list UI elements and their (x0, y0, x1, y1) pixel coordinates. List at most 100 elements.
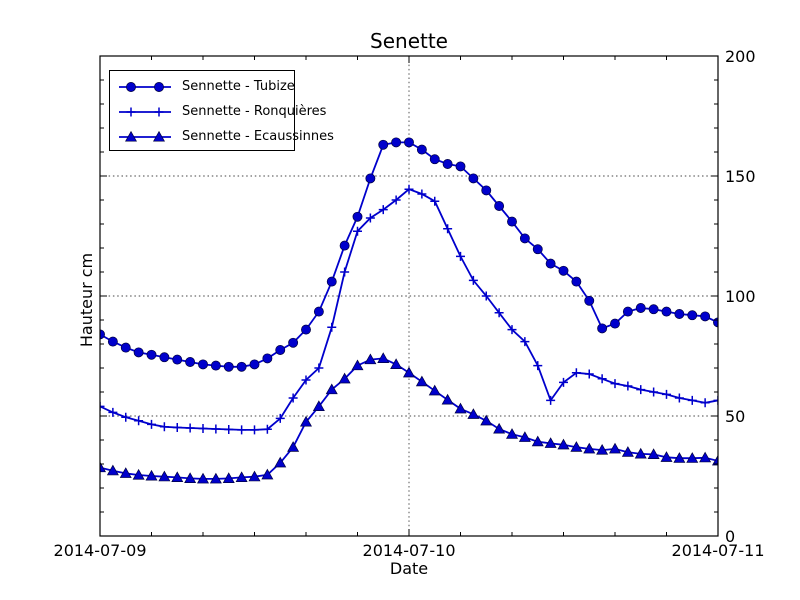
plus-marker (623, 381, 633, 391)
circle-marker (661, 306, 672, 317)
triangle-marker (647, 448, 660, 459)
legend-label: Sennette - Ecaussinnes (182, 129, 334, 144)
triangle-marker (235, 471, 248, 482)
triangle-marker (428, 384, 441, 396)
triangle-marker (660, 451, 673, 462)
triangle-marker (583, 442, 596, 454)
circle-marker (185, 357, 196, 367)
y-axis-label: Hauteur cm (77, 252, 96, 348)
triangle-marker (325, 383, 338, 395)
triangle-marker (312, 400, 325, 411)
circle-marker (172, 354, 183, 365)
triangle-marker (184, 472, 197, 483)
plus-marker (340, 267, 350, 277)
triangle-marker (634, 447, 647, 459)
circle-marker (648, 304, 659, 315)
triangle-marker (557, 438, 570, 450)
triangle-marker (596, 443, 609, 455)
circle-marker (700, 311, 711, 322)
plus-marker (172, 423, 182, 433)
plus-marker (456, 251, 465, 261)
plus-marker (108, 407, 118, 417)
plus-marker (159, 422, 169, 432)
triangle-marker (377, 352, 390, 363)
plus-marker (275, 413, 285, 423)
plus-legend-sample-icon (119, 107, 171, 116)
x-axis-label: Date (389, 559, 429, 578)
plus-marker (121, 412, 131, 422)
plus-marker (713, 395, 718, 405)
plus-marker (224, 424, 234, 434)
x-tick-label: 2014-07-10 (362, 541, 456, 560)
circle-marker (545, 258, 556, 269)
circle-marker (635, 303, 646, 313)
x-tick-label: 2014-07-11 (671, 541, 765, 560)
circle-marker (519, 233, 530, 244)
circle-marker (429, 154, 440, 165)
triangle-marker (544, 437, 557, 448)
plus-marker (198, 423, 208, 433)
plus-marker (662, 389, 671, 399)
triangle-marker (531, 435, 544, 447)
triangle-marker (274, 456, 287, 468)
triangle-marker (222, 472, 235, 483)
triangle-marker (145, 469, 158, 481)
plus-marker (404, 184, 414, 194)
legend: Sennette - Tubize Sennette - Ronquières Se… (109, 70, 334, 151)
triangle-marker (171, 471, 184, 482)
circle-marker (275, 345, 286, 355)
triangle-marker (248, 470, 261, 482)
plus-marker (636, 385, 646, 395)
circle-marker (416, 144, 427, 155)
circle-marker (326, 276, 337, 287)
triangle-marker (209, 472, 222, 484)
legend-item: Sennette - Tubize (110, 74, 295, 99)
triangle-marker (132, 468, 145, 480)
y-tick-label: 150 (725, 167, 756, 186)
plus-marker (533, 361, 543, 371)
triangle-marker (493, 422, 506, 434)
circle-marker (610, 318, 620, 329)
triangle-marker (441, 393, 454, 405)
circle-marker (378, 139, 389, 150)
circle-marker (198, 359, 208, 370)
triangle-marker (100, 461, 106, 473)
triangle-marker (699, 451, 712, 463)
circle-marker (159, 352, 170, 363)
x-tick-label: 2014-07-09 (53, 541, 147, 560)
circle-marker (352, 211, 363, 222)
plus-marker (649, 387, 659, 397)
triangle-marker (287, 441, 300, 452)
triangle-marker (390, 358, 403, 369)
circle-marker (223, 361, 234, 372)
circle-marker (622, 306, 633, 317)
circle-marker (571, 276, 582, 287)
plus-marker (147, 419, 156, 429)
circle-marker (120, 342, 131, 353)
plus-marker (237, 425, 247, 435)
circle-legend-sample-icon (119, 81, 171, 92)
plus-marker (262, 424, 272, 434)
triangle-marker (621, 446, 634, 457)
plus-marker (327, 322, 337, 332)
legend-label: Sennette - Ronquières (182, 104, 327, 119)
triangle-marker (609, 442, 621, 454)
circle-marker (597, 323, 608, 334)
triangle-marker (518, 431, 531, 442)
triangle-marker (351, 359, 364, 371)
plus-marker (185, 423, 195, 433)
plus-marker (353, 226, 362, 236)
triangle-marker (686, 452, 699, 463)
plus-marker (610, 379, 620, 389)
plus-marker (559, 377, 568, 387)
chart-title: Senette (370, 29, 448, 53)
circle-marker (249, 359, 260, 370)
plus-marker (314, 363, 324, 373)
plus-marker (494, 308, 504, 318)
y-tick-label: 200 (725, 47, 756, 66)
triangle-marker (119, 467, 132, 478)
triangle-marker (415, 375, 428, 387)
plus-marker (584, 369, 594, 379)
plus-marker (301, 375, 311, 385)
